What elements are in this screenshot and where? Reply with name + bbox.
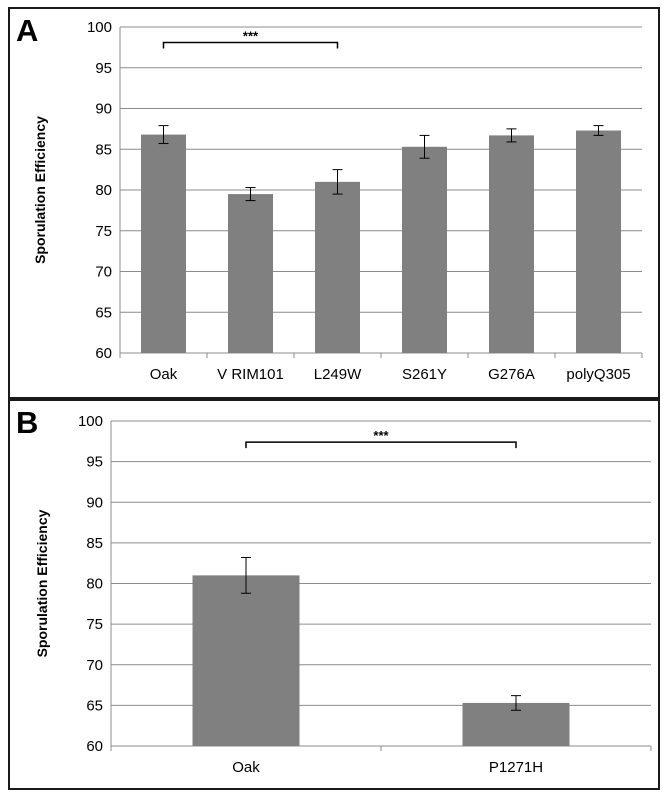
y-tick-label: 65 — [86, 697, 103, 714]
chart-a: 60 65 70 75 80 85 90 95 100 Oak V RIM101 L249W S261Y… — [32, 19, 643, 383]
panel-b: B 60 65 70 75 80 85 90 95 100 Oak P1271H *** Sporula… — [8, 399, 660, 790]
x-category-label: L249W — [314, 366, 362, 383]
x-category-label: V RIM101 — [217, 366, 284, 383]
y-tick-label: 75 — [86, 616, 103, 633]
y-tick-label: 60 — [86, 738, 103, 755]
significance-bracket — [245, 441, 517, 449]
significance-bracket — [162, 41, 339, 49]
bar — [192, 575, 300, 746]
x-category-label: G276A — [488, 366, 535, 383]
y-tick-label: 70 — [95, 264, 112, 281]
x-category-label: Oak — [150, 366, 178, 383]
panel-a-letter: A — [16, 13, 39, 48]
x-category-label: P1271H — [489, 759, 543, 776]
bar — [141, 134, 186, 353]
y-axis-title: Sporulation Efficiency — [32, 116, 48, 264]
y-tick-label: 100 — [78, 413, 103, 430]
y-tick-label: 70 — [86, 657, 103, 674]
y-tick-label: 95 — [86, 454, 103, 471]
y-tick-label: 85 — [86, 535, 103, 552]
bar — [489, 135, 534, 353]
y-tick-label: 80 — [95, 182, 112, 199]
bar — [576, 130, 621, 353]
x-category-label: polyQ305 — [566, 366, 630, 383]
y-tick-label: 95 — [95, 60, 112, 77]
x-category-label: S261Y — [402, 366, 447, 383]
significance-label: *** — [373, 428, 389, 443]
panel-b-letter: B — [16, 405, 39, 440]
significance-label: *** — [243, 28, 259, 43]
bar — [315, 181, 360, 353]
panel-a: A 60 65 70 75 80 85 90 95 100 Oak V RIM101 L249W S26… — [8, 7, 660, 399]
y-tick-label: 75 — [95, 223, 112, 240]
y-tick-label: 90 — [95, 101, 112, 118]
y-tick-label: 65 — [95, 304, 112, 321]
x-category-label: Oak — [232, 759, 260, 776]
y-tick-label: 60 — [95, 345, 112, 362]
chart-b: 60 65 70 75 80 85 90 95 100 Oak P1271H *** Sporulati… — [34, 413, 652, 776]
y-tick-label: 90 — [86, 494, 103, 511]
bar — [402, 146, 447, 353]
bar — [228, 194, 273, 353]
y-tick-label: 80 — [86, 576, 103, 593]
y-tick-label: 100 — [87, 19, 112, 36]
y-tick-label: 85 — [95, 141, 112, 158]
y-axis-title: Sporulation Efficiency — [34, 509, 50, 657]
